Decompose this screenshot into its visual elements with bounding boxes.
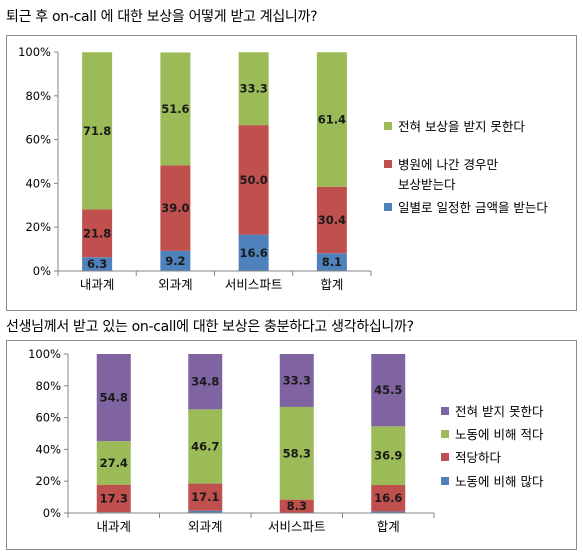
chart2-bar-segment: [96, 441, 131, 485]
chart1-ytick-label: 0%: [33, 264, 51, 278]
chart2-bar-segment: [96, 484, 131, 513]
chart1-bar-segment: [160, 250, 191, 271]
chart2-bar-segment: [371, 511, 406, 513]
chart1-legend-swatch: [384, 160, 392, 168]
chart2-ytick-label: 80%: [35, 379, 61, 393]
chart1-category-label: 외과계: [158, 277, 193, 292]
chart1-bar-segment: [316, 186, 347, 254]
chart2-category-label: 외과계: [188, 519, 223, 534]
chart2-data-label: 17.3: [100, 491, 128, 505]
chart2-legend-label: 노동에 비해 많다: [455, 474, 544, 489]
chart2-bar-segment: [371, 485, 406, 512]
chart2-ytick-label: 60%: [35, 411, 61, 425]
chart2-bar-segment: [279, 354, 314, 407]
chart1-legend-label: 병원에 나간 경우만: [398, 157, 498, 172]
chart2-legend-swatch: [441, 430, 449, 438]
chart1-category-label: 서비스파트: [225, 277, 283, 292]
chart1-bar-segment: [160, 52, 191, 166]
chart1-bar-segment: [316, 52, 347, 187]
chart2-data-label: 45.5: [374, 383, 402, 397]
chart1-legend-swatch: [384, 122, 392, 130]
chart1-data-label: 61.4: [318, 112, 346, 126]
chart2-bar-segment: [279, 499, 314, 513]
chart2-legend-swatch: [441, 453, 449, 461]
chart1-bar-segment: [238, 125, 269, 235]
chart1-title: 퇴근 후 on-call 에 대한 보상을 어떻게 받고 계십니까?: [6, 9, 318, 25]
chart1-data-label: 50.0: [239, 173, 267, 187]
chart2-ytick-label: 0%: [43, 506, 61, 520]
chart2-bar-segment: [96, 354, 131, 442]
chart2-data-label: 27.4: [100, 456, 128, 470]
chart2-data-label: 58.3: [283, 446, 311, 460]
chart1-data-label: 6.3: [87, 257, 107, 271]
chart2-bar-segment: [279, 406, 314, 500]
chart2-data-label: 36.9: [374, 449, 402, 463]
chart1-data-label: 33.3: [239, 82, 267, 96]
chart2-svg: 0% 20% 40% 60% 80% 100% 17.3 27.4 54.8 내과계 17.1 46.…: [28, 347, 544, 534]
chart1-data-label: 30.4: [318, 213, 346, 227]
chart2-legend-label: 노동에 비해 적다: [455, 427, 544, 442]
chart1-category-label: 내과계: [80, 277, 115, 292]
chart2-bar-segment: [188, 409, 223, 484]
chart1-data-label: 9.2: [165, 254, 185, 268]
chart1-legend-swatch: [384, 203, 392, 211]
chart2-legend-label: 전혀 받지 못한다: [455, 404, 544, 419]
chart2-data-label: 16.6: [374, 491, 402, 505]
chart1-data-label: 21.8: [83, 226, 111, 240]
chart2-bar-segment: [188, 354, 223, 410]
chart1-data-label: 16.6: [239, 246, 267, 260]
chart1-legend-label: 전혀 보상을 받지 못한다: [398, 119, 525, 134]
chart1-data-label: 71.8: [83, 124, 111, 138]
chart2-bar-segment: [371, 354, 406, 427]
chart1-data-label: 8.1: [322, 255, 342, 269]
chart2-data-label: 33.3: [283, 373, 311, 387]
chart1-bar-segment: [82, 257, 113, 271]
chart1-frame: 0% 20% 40% 60% 80% 100% 6.3 21.8 71.8 내과계 9.2 39.0 5…: [6, 35, 577, 311]
chart2-ytick-label: 40%: [35, 442, 61, 456]
chart2-legend-swatch: [441, 407, 449, 415]
chart1-data-label: 39.0: [161, 201, 189, 215]
chart2-title: 선생님께서 받고 있는 on-call에 대한 보상은 충분하다고 생각하십니까…: [6, 319, 414, 335]
chart2-data-label: 46.7: [191, 439, 219, 453]
chart2-data-label: 54.8: [100, 391, 128, 405]
chart1-ytick-label: 60%: [25, 133, 51, 147]
chart1-ytick-label: 100%: [18, 45, 51, 59]
chart2-category-label: 내과계: [96, 519, 131, 534]
chart2-bar-segment: [371, 426, 406, 486]
chart1-bar-segment: [238, 52, 269, 126]
chart2-ytick-label: 20%: [35, 474, 61, 488]
chart1-legend-label: 일별로 일정한 금액을 받는다: [398, 200, 548, 215]
chart2-bar-segment: [188, 483, 223, 511]
chart1-bar-segment: [82, 209, 113, 258]
chart2-category-label: 합계: [377, 519, 400, 534]
chart1-bar-segment: [238, 234, 269, 271]
chart2-frame: 0% 20% 40% 60% 80% 100% 17.3 27.4 54.8 내과계 17.1 46.…: [6, 340, 577, 550]
chart1-ytick-label: 40%: [25, 176, 51, 190]
chart1-ytick-label: 80%: [25, 89, 51, 103]
chart2-data-label: 34.8: [191, 375, 219, 389]
chart1-ytick-label: 20%: [25, 220, 51, 234]
chart1-legend-label: 보상받는다: [398, 177, 456, 192]
chart1-data-label: 51.6: [161, 102, 189, 116]
chart2-ytick-label: 100%: [28, 347, 61, 361]
chart2-bar-segment: [188, 510, 223, 513]
chart2-data-label: 17.1: [191, 490, 219, 504]
chart1-bar-segment: [316, 253, 347, 271]
chart1-bar-segment: [82, 52, 113, 210]
chart2-data-label: 8.3: [287, 499, 307, 513]
chart2-category-label: 서비스파트: [268, 519, 326, 534]
chart2-legend-label: 적당하다: [455, 450, 502, 465]
chart2-legend-swatch: [441, 477, 449, 485]
chart1-svg: 0% 20% 40% 60% 80% 100% 6.3 21.8 71.8 내과계 9.2 39.0 5…: [18, 45, 548, 292]
chart1-bar-segment: [160, 165, 191, 251]
chart1-category-label: 합계: [320, 277, 343, 292]
